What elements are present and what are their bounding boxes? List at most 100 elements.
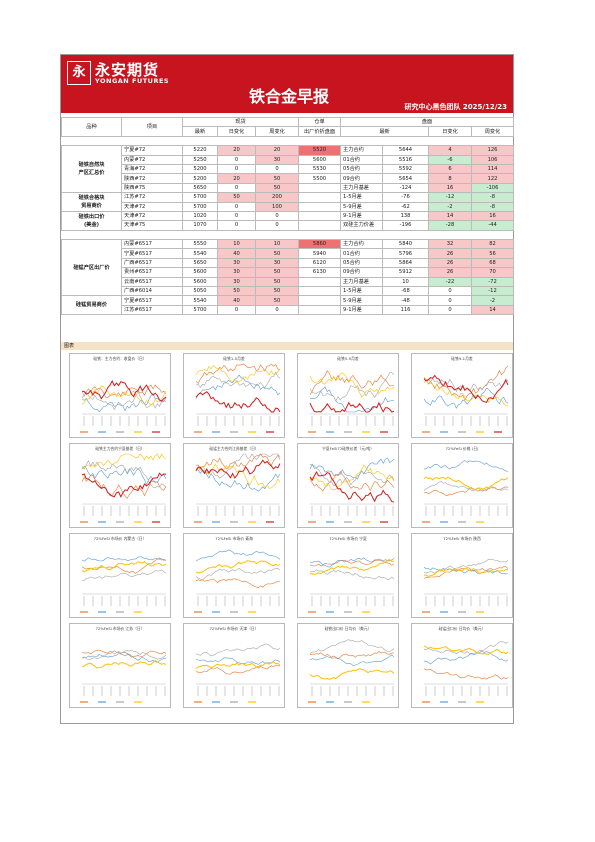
item-name: 宁夏#72 [121, 145, 183, 156]
futures-day-change: 14 [428, 210, 473, 222]
series-line [423, 567, 509, 578]
spot-week-change: 50 [254, 267, 300, 278]
table-row: 陕西#72 5200 20 50 5500 09合约 5654 8 122 [62, 173, 515, 184]
series-line [309, 464, 395, 487]
futures-week-change: -44 [471, 220, 515, 231]
table-row: 内蒙#72 5250 0 30 5600 01合约 5516 -6 106 [62, 154, 515, 165]
series-line [423, 476, 509, 491]
row-group-label-line: 产区汇总价 [78, 170, 105, 177]
futures-latest: 116 [382, 304, 430, 316]
chart-grid: 硅铁：主力合约：收盘价（日） 硅铁1-5月差 硅铁5-9月差 硅铁9-1月差 硅铁主力合… [61, 351, 513, 723]
spot-latest: 5200 [182, 173, 218, 184]
row-group-label-line: (美金) [83, 221, 100, 228]
futures-latest: 5912 [382, 267, 430, 278]
futures-week-change: -8 [471, 192, 515, 203]
spot-latest: 5540 [182, 248, 218, 259]
contract-name: 01合约 [340, 248, 384, 259]
series-line [309, 651, 395, 659]
mini-chart: 72%FeSi 市场价 青海 [183, 533, 285, 618]
series-line [195, 371, 281, 389]
contract-name: 1-5月差 [340, 286, 384, 297]
logo-mark-icon: 永 [67, 61, 91, 85]
report-title: 铁合金早报 [249, 87, 330, 106]
series-line [423, 374, 509, 404]
col-header: 出厂价折盘面 [298, 126, 342, 137]
series-line [423, 650, 509, 665]
futures-latest: 5864 [382, 257, 430, 269]
chart-plot [308, 369, 395, 433]
futures-day-change: 26 [428, 267, 473, 278]
series-line [423, 365, 509, 401]
chart-plot [194, 453, 281, 523]
warehouse-price: 6130 [298, 267, 342, 278]
col-header: 品种 [61, 117, 122, 137]
futures-week-change: -12 [471, 286, 515, 297]
col-header: 日变化 [217, 126, 256, 137]
futures-week-change: 122 [471, 173, 515, 184]
spot-week-change: 30 [254, 154, 300, 165]
series-line [81, 385, 167, 406]
series-line [309, 372, 395, 398]
mini-chart: 72%FeSi 市场价 天津（日） [183, 623, 285, 708]
spot-latest: 1020 [182, 210, 218, 222]
chart-plot [80, 379, 167, 433]
table-row: 陕西#75 5650 0 50 主力月基差 -124 16 -106 [62, 182, 515, 194]
item-name: 江苏#72 [121, 192, 183, 203]
series-line [81, 465, 167, 486]
futures-day-change: 26 [428, 257, 473, 269]
warehouse-price [298, 286, 342, 297]
spot-week-change: 0 [254, 220, 300, 231]
table-row: 广西#6517 5650 30 30 6120 05合约 5864 26 68 [62, 257, 515, 269]
item-name: 宁夏#6517 [121, 295, 183, 306]
series-line [309, 457, 395, 480]
series-line [195, 578, 281, 588]
warehouse-price: 5940 [298, 248, 342, 259]
report-header: 永 永安期货 YONGAN FUTURES 铁合金早报 研究中心黑色团队 202… [61, 55, 513, 113]
warehouse-price [298, 220, 342, 231]
series-line [81, 460, 167, 489]
mini-chart: 72%FeSi 市场价 宁夏 [297, 533, 399, 618]
contract-name: 1-5月差 [340, 192, 384, 203]
contract-name: 09合约 [340, 173, 384, 184]
spot-day-change: 0 [217, 210, 256, 222]
warehouse-price: 5530 [298, 163, 342, 175]
series-line [423, 641, 509, 655]
table-row: 天津#72 5700 0 100 5-9月差 -62 -2 -8 [62, 201, 515, 212]
chart-section-label: 图表 [61, 342, 513, 350]
spot-week-change: 50 [254, 182, 300, 194]
col-header: 现货 [181, 116, 300, 128]
futures-week-change: 70 [471, 267, 515, 278]
chart-plot [308, 639, 395, 703]
futures-latest: -76 [382, 192, 430, 203]
series-line [309, 401, 395, 413]
spot-day-change: 30 [217, 257, 256, 269]
futures-week-change: 68 [471, 257, 515, 269]
spot-week-change: 0 [254, 304, 300, 316]
futures-day-change: 0 [428, 286, 473, 297]
spot-day-change: 0 [217, 304, 256, 316]
chart-title: 72%FeSi 价格 (日) [445, 446, 479, 451]
series-line [81, 649, 167, 660]
series-line [195, 391, 281, 413]
mini-chart: 硅铁1-5月差 [183, 353, 285, 438]
col-header: 最新 [340, 126, 430, 137]
series-line [309, 470, 395, 503]
series-line [423, 387, 509, 409]
series-line [423, 645, 509, 655]
futures-day-change: -12 [428, 192, 473, 203]
table-row: 云南#6517 5600 30 50 主力月基差 10 -22 -72 [62, 276, 515, 288]
contract-name: 9-1月差 [340, 210, 384, 222]
spot-week-change: 200 [254, 192, 300, 203]
spot-week-change: 50 [254, 276, 300, 288]
futures-week-change: 16 [471, 210, 515, 222]
series-line [423, 566, 509, 575]
spot-latest: 5700 [182, 192, 218, 203]
item-name: 天津#72 [121, 210, 183, 222]
chart-title: 72%FeSi 市场价 天津（日） [209, 626, 259, 631]
spot-latest: 5700 [182, 201, 218, 212]
table-row: 宁夏#6517 5540 40 50 5940 01合约 5796 26 56 [62, 248, 515, 259]
series-line [81, 659, 167, 669]
series-line [309, 559, 395, 576]
chart-plot [308, 457, 395, 523]
futures-latest: 5654 [382, 173, 430, 184]
